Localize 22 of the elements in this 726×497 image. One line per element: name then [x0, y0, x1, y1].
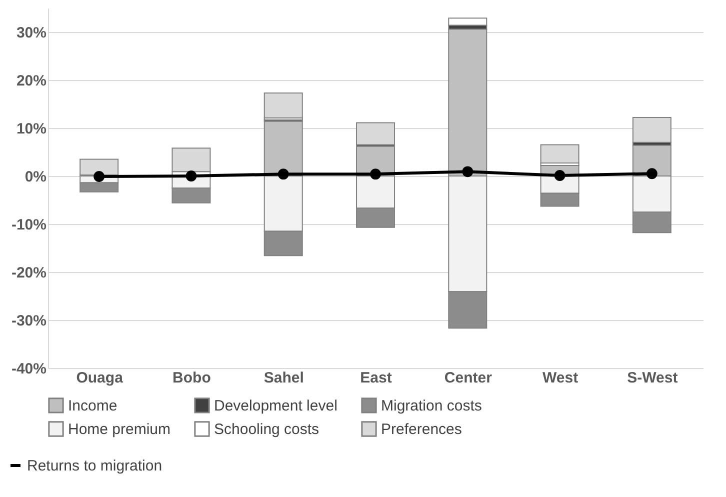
x-tick-label: Ouaga	[76, 370, 124, 386]
y-tick-label: 30%	[16, 24, 46, 42]
x-tick-label: Center	[444, 370, 492, 386]
legend-label: Income	[68, 397, 118, 414]
y-tick-label: -10%	[11, 216, 46, 234]
legend-label: Home premium	[68, 421, 171, 438]
legend-label: Migration costs	[381, 397, 482, 414]
legend-label: Preferences	[381, 421, 462, 438]
x-tick-label: Sahel	[264, 370, 304, 386]
x-tick-label: West	[542, 370, 578, 386]
x-tick-label: Bobo	[172, 370, 211, 386]
legend-label: Development level	[214, 397, 338, 414]
y-tick-label: -30%	[11, 312, 46, 330]
y-tick-label: 20%	[16, 72, 46, 90]
legend-label: Returns to migration	[27, 458, 162, 474]
x-tick-label: East	[360, 370, 392, 386]
y-tick-label: 10%	[16, 120, 46, 138]
x-tick-label: S-West	[627, 370, 678, 386]
y-tick-label: -40%	[11, 360, 46, 378]
y-tick-label: -20%	[11, 264, 46, 282]
legend-label: Schooling costs	[214, 421, 320, 438]
y-tick-label: 0%	[24, 168, 46, 186]
